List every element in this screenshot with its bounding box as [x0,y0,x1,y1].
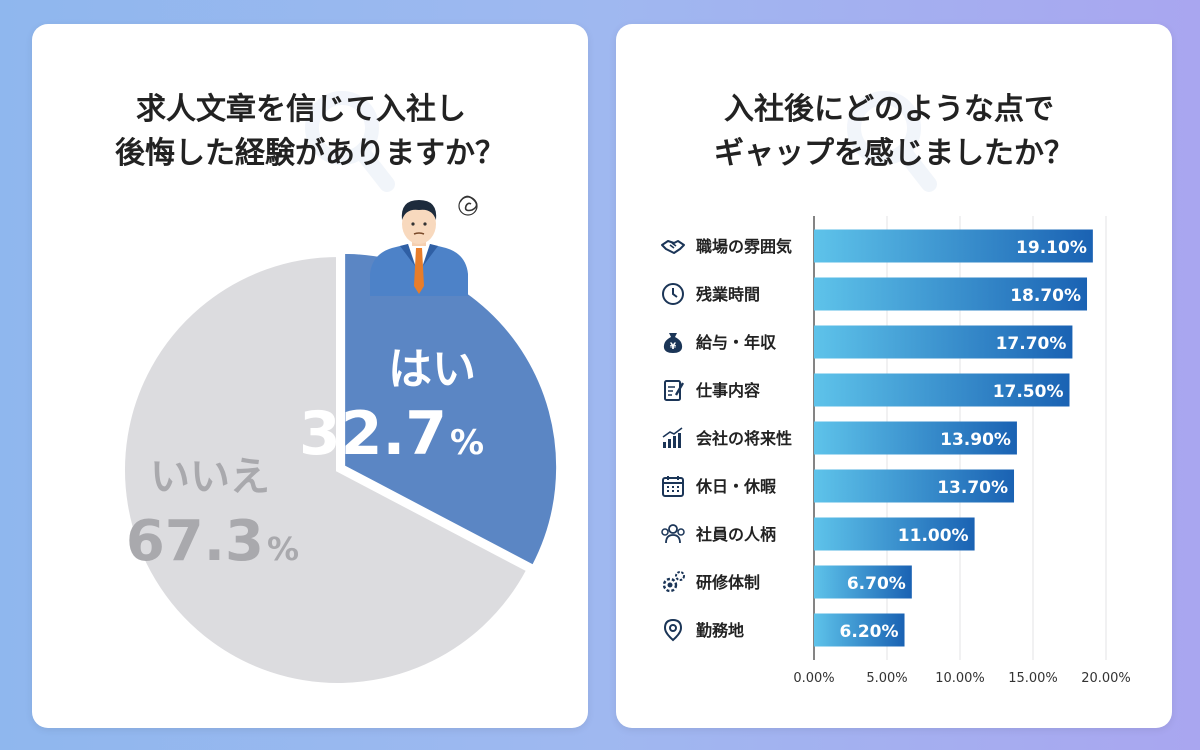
category-label: 給与・年収 [696,333,777,352]
svg-text:67.3: 67.3 [126,509,264,574]
bar [814,373,1070,407]
bar [814,325,1073,359]
no-slice-label: いいえ [150,454,270,500]
category-label: 研修体制 [696,573,760,592]
category-label: 職場の雰囲気 [696,237,792,256]
bar [814,229,1093,263]
x-tick-label: 5.00% [866,671,907,686]
bar [814,421,1017,455]
bar-chart-title: 入社後にどのような点で ギャップを感じましたか？ [616,88,1172,176]
clock-icon [662,283,684,305]
location-pin-icon [663,618,683,642]
category-label: 仕事内容 [695,381,760,400]
category-label: 残業時間 [696,285,760,304]
bar [814,613,905,647]
businessman-illustration-icon [370,195,478,296]
handshake-icon [661,240,685,254]
bar-value-label: 18.70% [1010,286,1081,306]
svg-text:¥: ¥ [670,342,677,352]
people-icon [661,524,685,544]
svg-text:%: % [450,423,484,463]
yes-slice-label: はい [388,344,476,395]
bar-value-label: 13.90% [940,430,1011,450]
bar [814,277,1088,311]
pie-slice-no [121,252,532,687]
category-label: 休日・休暇 [695,477,776,496]
bar-title-line-2: ギャップを感じましたか？ [714,136,1074,171]
bar-chart: 19.10% 18.70% 17.70% 17.50% 13.90% 13.70% 11.0… [661,216,1131,686]
pie-title-line-2: 後悔した経験がありますか？ [115,136,505,171]
bar-value-label: 11.00% [898,526,969,546]
bar-value-label: 17.70% [996,334,1067,354]
yes-slice-value: 32.7 % [299,399,484,469]
x-tick-label: 10.00% [935,671,985,686]
left-panel: 求人文章を信じて入社し 後悔した経験がありますか？ はい 32.7 % いいえ [32,24,588,728]
gears-icon [662,571,685,593]
magnifier-decoration-icon [847,91,937,192]
bar-title-line-1: 入社後にどのような点で [724,92,1054,127]
pie-title-line-1: 求人文章を信じて入社し [136,92,466,127]
category-label: 会社の将来性 [696,429,792,448]
magnifier-decoration-icon [305,91,395,192]
clipboard-icon [664,380,685,401]
category-label: 社員の人柄 [695,525,776,544]
no-slice-value: 67.3 % [126,509,299,574]
bar-value-label: 6.20% [840,622,899,642]
money-bag-icon: ¥ [663,333,683,353]
calendar-icon [662,476,684,497]
pie-chart-title: 求人文章を信じて入社し 後悔した経験がありますか？ [32,88,588,176]
x-tick-label: 0.00% [793,671,834,686]
bar [814,565,912,599]
bar-value-label: 6.70% [847,574,906,594]
category-label: 勤務地 [696,621,744,640]
svg-text:32.7: 32.7 [299,399,447,469]
growth-chart-icon [662,427,683,448]
bar [814,517,975,551]
bar-value-label: 13.70% [937,478,1008,498]
bar-value-label: 17.50% [993,382,1064,402]
bar [814,469,1015,503]
x-tick-label: 20.00% [1081,671,1131,686]
right-panel: 入社後にどのような点で ギャップを感じましたか？ 19.10% 18.70% 17.… [616,24,1172,728]
x-tick-label: 15.00% [1008,671,1058,686]
pie-chart: はい 32.7 % いいえ 67.3 % [121,195,561,687]
bar-value-label: 19.10% [1016,238,1087,258]
svg-text:%: % [267,530,299,568]
